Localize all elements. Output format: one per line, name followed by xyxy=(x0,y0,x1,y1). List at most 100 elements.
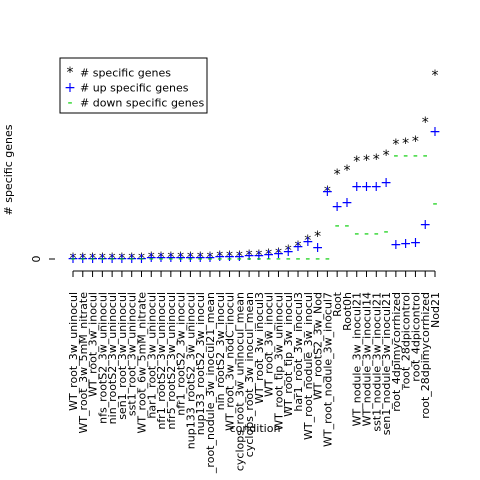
point: * xyxy=(216,249,223,265)
point: + xyxy=(253,248,265,264)
point: + xyxy=(312,240,324,256)
point: - xyxy=(159,251,164,267)
point: * xyxy=(177,250,184,266)
point: * xyxy=(138,251,145,267)
point: * xyxy=(265,247,272,263)
x-tick-label: har1_root_3w_uninocul xyxy=(145,292,158,419)
point: + xyxy=(136,251,148,267)
x-tick-label: Nod21 xyxy=(429,292,442,328)
point: - xyxy=(178,251,183,267)
point: * xyxy=(285,243,292,259)
x-tick-label: nfr5_rootS2_3w_uninocul xyxy=(165,292,178,430)
point: + xyxy=(67,251,79,267)
point: * xyxy=(363,153,370,169)
point: * xyxy=(99,251,106,267)
point: + xyxy=(96,251,108,267)
point: * xyxy=(255,248,262,264)
point: + xyxy=(224,249,236,265)
point: * xyxy=(343,163,350,179)
x-tick-label: sst1_nodule_3w_inocul21 xyxy=(370,292,383,432)
point: * xyxy=(79,251,86,267)
x-tick-label: sen1_root_3w_uninocul xyxy=(116,292,129,420)
point: * xyxy=(148,250,155,266)
point: + xyxy=(233,249,245,265)
point: - xyxy=(295,251,300,267)
point: + xyxy=(282,244,294,260)
x-tick-label: har1_root_3w_inocul3 xyxy=(292,292,305,412)
x-tick-label: WT_root_3w_inocul xyxy=(263,292,276,397)
point: * xyxy=(373,152,380,168)
point: * xyxy=(402,136,409,152)
point: * xyxy=(246,248,253,264)
x-axis-label: condition xyxy=(230,422,281,435)
point: + xyxy=(390,237,402,253)
x-tick-label: root_4dpicontrol xyxy=(409,292,422,382)
point: - xyxy=(423,148,428,164)
point: * xyxy=(167,250,174,266)
point: - xyxy=(188,251,193,267)
y-axis-label: # specific genes xyxy=(2,124,15,215)
x-tick-label: WT_root_tip_3w_inocul xyxy=(282,292,295,417)
legend-label: # specific genes xyxy=(80,67,171,80)
legend-marker: + xyxy=(64,80,76,96)
legend-marker: - xyxy=(67,95,72,111)
point: - xyxy=(207,251,212,267)
x-tick-label: WT_root_6w_5mM_nitrate xyxy=(135,292,148,434)
point: + xyxy=(322,184,334,200)
point: * xyxy=(118,251,125,267)
point: + xyxy=(77,251,89,267)
point: - xyxy=(149,251,154,267)
legend-label: # up specific genes xyxy=(80,82,189,95)
point: - xyxy=(217,251,222,267)
point: + xyxy=(243,248,255,264)
point: + xyxy=(175,250,187,266)
point: * xyxy=(334,167,341,183)
x-tick-label: WT_root_3w_5mM_nitrate xyxy=(77,292,90,434)
x-tick-label: WT_nodule_3w_inocul14 xyxy=(361,292,374,426)
point: - xyxy=(305,251,310,267)
point: * xyxy=(383,148,390,164)
x-tick-label: nin_rootS2_3w_inocul xyxy=(214,292,227,410)
x-tick-label: cyclops_root_3w_inocul_mean xyxy=(243,292,256,457)
legend-marker: * xyxy=(67,65,74,81)
point: - xyxy=(393,148,398,164)
x-tick-label: WT_root_3w_uninocul xyxy=(67,292,80,411)
x-tick-label: root_28dpicontrol xyxy=(400,292,413,389)
x-tick-label: nin_rootS2_3w_uninocul xyxy=(106,292,119,424)
point: + xyxy=(214,249,226,265)
point: - xyxy=(198,251,203,267)
point: - xyxy=(335,218,340,234)
x-tick-label: WT_root_3w_inocul3 xyxy=(253,292,266,404)
point: + xyxy=(194,250,206,266)
point: - xyxy=(354,226,359,242)
point: - xyxy=(432,196,437,212)
point: + xyxy=(204,250,216,266)
point: * xyxy=(412,134,419,150)
point: - xyxy=(110,251,115,267)
point: + xyxy=(419,217,431,233)
x-tick-label: Root0h xyxy=(341,292,354,331)
point: - xyxy=(315,251,320,267)
x-tick-label: WT_rootS2_3w_Nod xyxy=(312,292,325,400)
point: - xyxy=(325,251,330,267)
point: + xyxy=(263,247,275,263)
x-tick-label: WT_nodule_3w_inocul21 xyxy=(351,292,364,426)
x-tick-label: nup133_rootS2_3w_inocul xyxy=(194,292,207,435)
point: * xyxy=(89,251,96,267)
point: * xyxy=(295,239,302,255)
point: * xyxy=(275,246,282,262)
point: * xyxy=(432,68,439,84)
point: + xyxy=(273,246,285,262)
x-tick-label: nup133_rootS2_3w_uninocul xyxy=(184,292,197,449)
y-tick-label: 0 xyxy=(30,256,43,263)
point: + xyxy=(351,179,363,195)
point: - xyxy=(266,251,271,267)
point: * xyxy=(314,229,321,245)
point: + xyxy=(155,250,167,266)
x-tick-label: Root xyxy=(331,291,344,317)
point: + xyxy=(185,250,197,266)
point: - xyxy=(119,251,124,267)
point: * xyxy=(324,184,331,200)
point: + xyxy=(410,235,422,251)
x-tick-label: root_4dpimycorrhized xyxy=(390,292,403,412)
